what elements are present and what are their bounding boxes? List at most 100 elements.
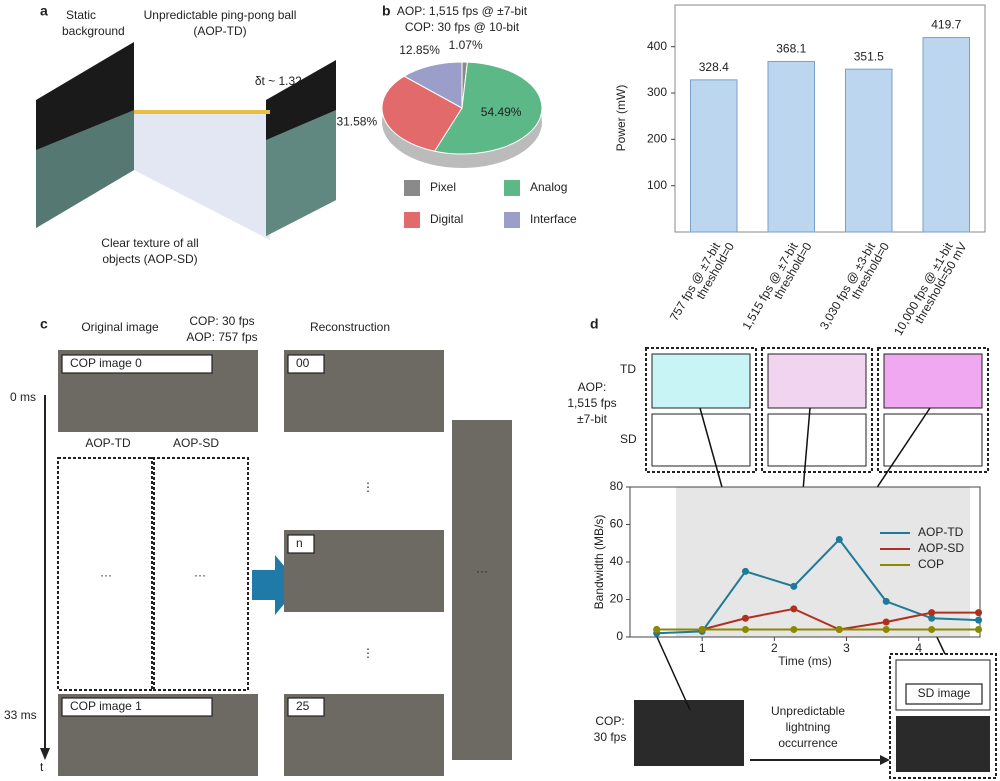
line xyxy=(656,537,979,635)
image xyxy=(634,700,744,766)
image xyxy=(883,353,983,409)
arrowhead xyxy=(40,748,50,760)
point xyxy=(790,605,798,613)
plot-frame xyxy=(674,4,986,233)
frame xyxy=(761,347,873,473)
label: COP image 1 xyxy=(70,699,142,713)
pie-slice xyxy=(403,61,463,109)
label: AOP-TD xyxy=(85,436,131,450)
label: Unpredictable ping-pong ball xyxy=(144,8,297,22)
y-axis-label: Power (mW) xyxy=(614,85,628,152)
x-tick-label: 4 xyxy=(915,641,922,655)
frame xyxy=(645,347,757,473)
label-box xyxy=(905,683,983,705)
point xyxy=(741,626,749,633)
shaded-region xyxy=(676,487,970,637)
label-box xyxy=(287,354,325,374)
image xyxy=(651,413,751,467)
point xyxy=(835,626,843,633)
label: COP: xyxy=(595,714,624,728)
pie-title: AOP: 1,515 fps @ ±7-bit xyxy=(397,4,528,18)
frame xyxy=(151,457,249,691)
label: AOP-SD xyxy=(173,436,219,450)
label: 30 fps xyxy=(594,730,627,744)
bar xyxy=(767,60,815,233)
image xyxy=(651,353,751,409)
label: occurrence xyxy=(778,736,838,750)
point xyxy=(975,626,983,633)
line xyxy=(656,607,979,631)
legend-swatch xyxy=(404,212,420,228)
label-box xyxy=(287,697,325,717)
time-label: 0 ms xyxy=(10,390,36,404)
y-tick-label: 0 xyxy=(616,629,623,643)
frame xyxy=(57,457,155,691)
point xyxy=(741,614,749,622)
panel-d: d TD SD AOP: 1,515 fps ±7-bit COP: 30 fp… xyxy=(567,316,997,779)
label: background xyxy=(62,24,125,38)
bar-value-label: 419.7 xyxy=(931,18,961,32)
legend-label: Digital xyxy=(430,212,463,226)
legend-swatch xyxy=(504,212,520,228)
x-tick-label: 2 xyxy=(771,641,778,655)
time-label: 33 ms xyxy=(4,708,37,722)
panel-letter: c xyxy=(40,316,48,332)
label: SD xyxy=(620,432,637,446)
image xyxy=(883,413,983,467)
panel-a: a Static background Unpredictable ping-p… xyxy=(36,3,391,266)
pie-title: COP: 30 fps @ 10-bit xyxy=(405,20,520,34)
x-axis-label: Time (ms) xyxy=(778,654,832,668)
pie-slice xyxy=(433,61,543,155)
image xyxy=(767,353,867,409)
label: COP: 30 fps xyxy=(189,314,254,328)
point xyxy=(928,614,936,622)
legend-label: AOP-TD xyxy=(918,525,964,539)
label: Static xyxy=(66,8,96,22)
label-box xyxy=(61,354,213,374)
image xyxy=(896,716,990,772)
pie-value-label: 12.85% xyxy=(399,43,440,57)
point xyxy=(790,626,798,633)
legend-label: Interface xyxy=(530,212,577,226)
image xyxy=(767,413,867,467)
arrow xyxy=(252,555,300,615)
bar xyxy=(690,79,738,233)
label: AOP: xyxy=(578,380,607,394)
legend-swatch xyxy=(404,180,420,196)
bar xyxy=(845,68,893,233)
bar-value-label: 368.1 xyxy=(776,42,806,56)
legend-label: COP xyxy=(918,557,944,571)
label: ⋮ xyxy=(362,646,374,660)
y-tick-label: 100 xyxy=(647,178,667,192)
label: 00 xyxy=(296,356,310,370)
y-tick-label: 80 xyxy=(610,479,624,493)
point xyxy=(975,609,983,617)
point xyxy=(928,626,936,633)
pie-value-label: 54.49% xyxy=(481,105,522,119)
label: Reconstruction xyxy=(310,320,390,334)
label: (AOP-TD) xyxy=(193,24,246,38)
legend-swatch xyxy=(504,180,520,196)
pie-slice xyxy=(381,75,463,152)
label: ··· xyxy=(476,564,488,578)
panel-letter: a xyxy=(40,3,48,19)
y-axis-label: Bandwidth (MB/s) xyxy=(592,515,606,610)
label: n xyxy=(296,536,303,550)
point xyxy=(835,536,843,543)
connector xyxy=(656,636,691,711)
label: TD xyxy=(620,362,636,376)
label: ··· xyxy=(194,568,206,582)
frame xyxy=(889,653,997,779)
pie-value-label: 31.58% xyxy=(336,114,377,128)
point xyxy=(882,618,890,626)
y-tick-label: 40 xyxy=(610,554,624,568)
x-tick-label: 1 xyxy=(699,641,706,655)
y-tick-label: 20 xyxy=(610,592,624,606)
bar xyxy=(922,37,970,233)
point xyxy=(882,626,890,633)
label: Clear texture of all xyxy=(101,236,198,250)
label: COP image 0 xyxy=(70,356,142,370)
frame xyxy=(877,347,989,473)
x-tick-label: 3 xyxy=(843,641,850,655)
pie-value-label: 1.07% xyxy=(449,38,483,52)
